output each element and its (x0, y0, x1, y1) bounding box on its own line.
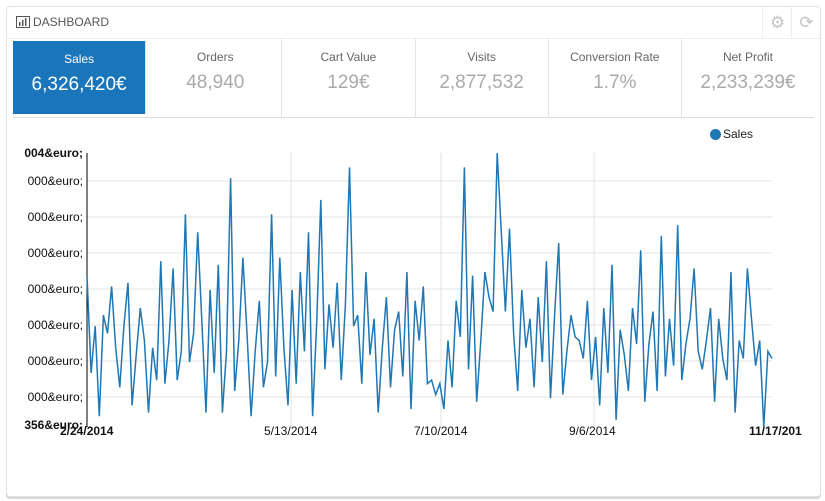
refresh-icon: ⟳ (799, 12, 814, 32)
kpi-label: Cart Value (320, 50, 377, 64)
legend-dot (710, 128, 721, 140)
kpi-value: 6,326,420€ (31, 74, 127, 95)
panel-header: DASHBOARD ⚙ ⟳ (7, 7, 820, 39)
panel-title: DASHBOARD (16, 15, 109, 29)
kpi-value: 2,233,239€ (700, 72, 796, 93)
kpi-value: 2,877,532 (439, 72, 524, 93)
y-tick-label: 004&euro; (24, 146, 83, 160)
kpi-conversion-rate[interactable]: Conversion Rate 1.7% (549, 39, 682, 117)
kpi-value: 129€ (327, 72, 370, 93)
y-tick-label: 000&euro; (27, 246, 83, 260)
refresh-button[interactable]: ⟳ (791, 7, 821, 38)
dashboard-panel: DASHBOARD ⚙ ⟳ Sales 6,326,420€ Orders 48,9… (6, 6, 821, 497)
y-tick-label: 000&euro; (27, 174, 83, 188)
settings-button[interactable]: ⚙ (762, 7, 792, 38)
kpi-cart-value[interactable]: Cart Value 129€ (282, 39, 416, 117)
kpi-orders[interactable]: Orders 48,940 (149, 39, 283, 117)
kpi-net-profit[interactable]: Net Profit 2,233,239€ (682, 39, 814, 117)
gear-icon: ⚙ (769, 12, 786, 32)
x-tick-label: 11/17/201 (749, 424, 802, 438)
x-tick-label: 9/6/2014 (569, 424, 616, 438)
legend-label: Sales (723, 127, 754, 141)
y-tick-label: 356&euro; (24, 418, 83, 432)
x-tick-label: 5/13/2014 (264, 424, 318, 438)
kpi-label: Visits (467, 50, 496, 64)
kpi-visits[interactable]: Visits 2,877,532 (416, 39, 549, 117)
y-tick-label: 000&euro; (27, 354, 83, 368)
y-tick-label: 000&euro; (27, 318, 83, 332)
bar-chart-icon (16, 16, 30, 28)
chart-legend[interactable]: Sales (710, 127, 753, 141)
kpi-label: Sales (64, 52, 95, 66)
kpi-tabs: Sales 6,326,420€ Orders 48,940 Cart Value 1… (13, 39, 814, 118)
x-tick-label: 2/24/2014 (60, 424, 114, 438)
kpi-label: Conversion Rate (570, 50, 660, 64)
y-tick-label: 000&euro; (27, 282, 83, 296)
kpi-label: Orders (196, 50, 234, 64)
kpi-sales[interactable]: Sales 6,326,420€ (13, 41, 147, 114)
kpi-label: Net Profit (722, 50, 773, 64)
y-tick-label: 000&euro; (27, 390, 83, 404)
sales-series-line (86, 152, 773, 428)
panel-title-text: DASHBOARD (33, 15, 110, 29)
x-tick-label: 7/10/2014 (414, 424, 468, 438)
kpi-value: 48,940 (186, 72, 245, 93)
y-tick-label: 000&euro; (27, 210, 83, 224)
kpi-value: 1.7% (593, 72, 637, 93)
